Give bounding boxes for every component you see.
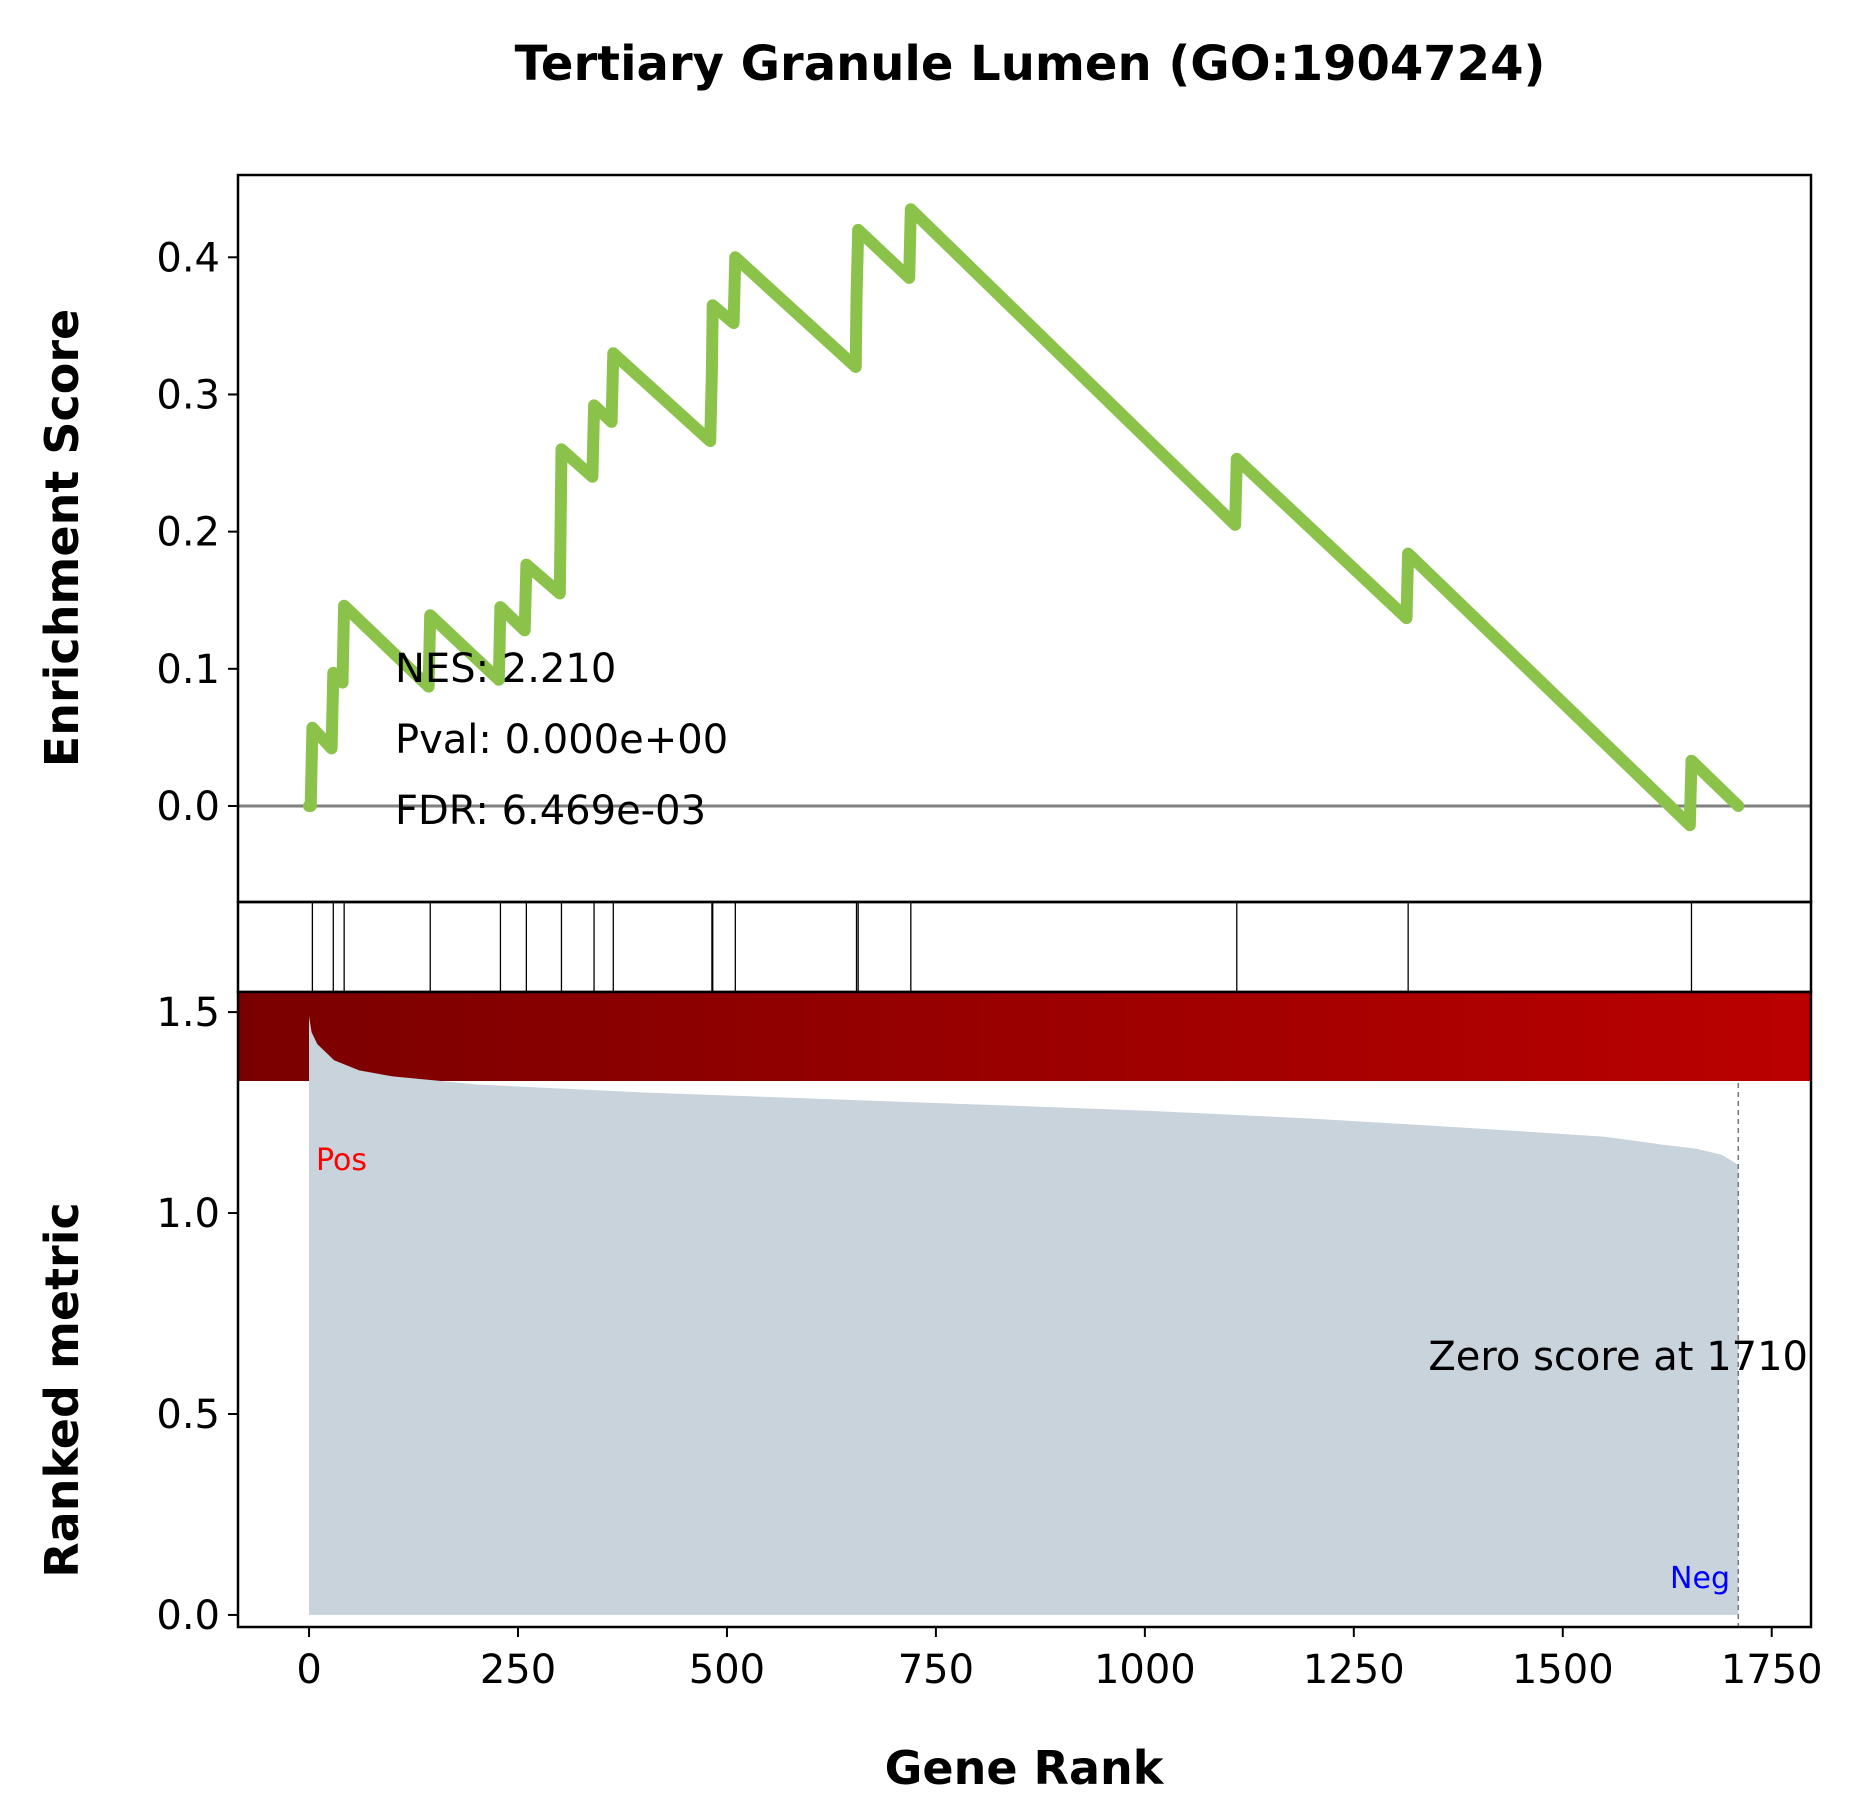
metric-y-tick-label: 1.5 [156, 990, 220, 1036]
enrichment-score-line [303, 203, 1745, 832]
enrichment-score-panel: NES: 2.210 Pval: 0.000e+00 FDR: 6.469e-0… [35, 173, 1813, 904]
metric-y-tick-label: 0.0 [156, 1593, 220, 1639]
x-tick-label: 750 [898, 1647, 974, 1693]
pval-label: Pval: 0.000e+00 [395, 717, 728, 763]
es-y-tick-label: 0.2 [156, 510, 220, 556]
x-tick-label: 1000 [1094, 1647, 1196, 1693]
x-tick-label: 1750 [1721, 1647, 1823, 1693]
ranked-metric-area [309, 1016, 1739, 1615]
nes-label: NES: 2.210 [395, 646, 616, 692]
metric-plot-frame [236, 990, 1813, 1629]
metric-x-ticks: 0 250 500 750 1000 1250 1500 1750 [296, 1627, 1823, 1693]
neg-label: Neg [1670, 1561, 1730, 1596]
es-y-tick-label: 0.3 [156, 372, 220, 418]
metric-y-tick-label: 1.0 [156, 1191, 220, 1237]
hits-panel [236, 900, 1813, 994]
x-tick-label: 1500 [1512, 1647, 1614, 1693]
chart-title: Tertiary Granule Lumen (GO:1904724) [515, 36, 1546, 92]
zero-score-annotation: Zero score at 1710 [1428, 1334, 1808, 1380]
rank-heatbar [238, 992, 1811, 1081]
metric-y-tick-label: 0.5 [156, 1392, 220, 1438]
es-y-ticks: 0.0 0.1 0.2 0.3 0.4 [156, 235, 238, 830]
metric-y-axis-label: Ranked metric [35, 1202, 89, 1578]
x-tick-label: 0 [296, 1647, 321, 1693]
es-y-tick-label: 0.0 [156, 784, 220, 830]
hits-frame [236, 900, 1813, 994]
fdr-label: FDR: 6.469e-03 [395, 788, 706, 834]
ranked-metric-panel: Pos Neg Zero score at 1710 0.00.51.01.5 … [35, 990, 1823, 1795]
es-y-tick-label: 0.4 [156, 235, 220, 281]
hit-lines [311, 903, 1693, 991]
x-tick-label: 250 [480, 1647, 556, 1693]
metric-y-ticks: 0.0 0.5 1.0 1.5 [156, 990, 238, 1639]
x-axis-label: Gene Rank [885, 1741, 1165, 1795]
es-y-axis-label: Enrichment Score [35, 309, 89, 767]
x-tick-label: 1250 [1303, 1647, 1405, 1693]
pos-label: Pos [316, 1143, 367, 1178]
es-y-tick-label: 0.1 [156, 647, 220, 693]
x-tick-label: 500 [689, 1647, 765, 1693]
